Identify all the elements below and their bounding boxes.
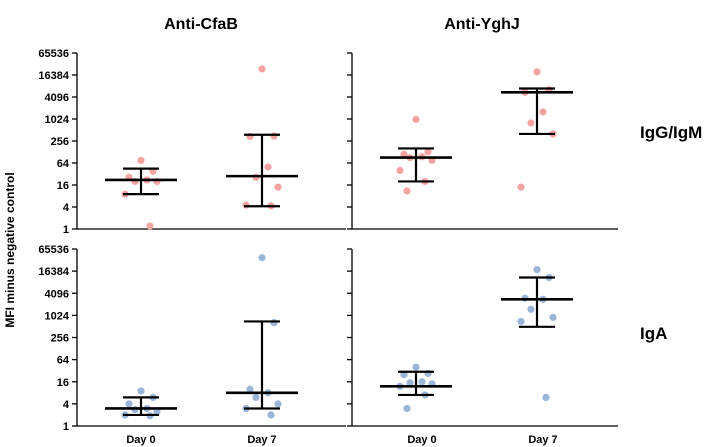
- data-point: [418, 378, 426, 386]
- data-point: [258, 254, 266, 262]
- panel-anti-yghj-iga: [347, 248, 618, 427]
- data-point: [146, 222, 154, 230]
- y-tick-label: 256: [51, 333, 69, 345]
- group-day-0: [105, 387, 177, 420]
- y-tick-label: 4: [63, 399, 70, 411]
- data-point: [533, 68, 541, 76]
- group-day-0: [380, 363, 452, 413]
- data-point: [527, 305, 535, 313]
- data-point: [406, 379, 414, 387]
- group-day-0: [105, 156, 177, 230]
- data-point: [549, 313, 557, 322]
- data-point: [267, 411, 275, 419]
- data-point: [400, 150, 408, 159]
- y-tick-label: 16: [57, 377, 69, 389]
- y-tick-label: 256: [51, 136, 69, 148]
- data-point: [533, 266, 541, 274]
- data-point: [264, 163, 272, 171]
- column-title-anti-cfab: Anti-CfaB: [164, 16, 238, 33]
- data-point: [252, 393, 260, 402]
- panels: 1 4 16 64 256 1024 4096 16384 65536 1 4 16 64 256 1024…: [38, 48, 618, 433]
- x-tick-label-day-0-left: Day 0: [126, 434, 155, 446]
- y-axis-title: MFI minus negative control: [3, 172, 17, 327]
- data-point: [270, 319, 278, 327]
- data-point: [412, 115, 420, 123]
- y-tick-label: 64: [57, 355, 70, 367]
- group-day-7: [226, 254, 298, 419]
- y-tick-label: 1024: [45, 114, 70, 126]
- data-point: [137, 156, 145, 165]
- group-day-0: [380, 115, 452, 195]
- data-point: [396, 166, 404, 175]
- data-point: [258, 65, 266, 73]
- y-tick-label: 65536: [38, 48, 69, 60]
- data-point: [517, 317, 525, 326]
- data-point: [274, 183, 282, 191]
- y-tick-label: 16384: [38, 266, 69, 278]
- data-point: [403, 187, 411, 195]
- panel-anti-cfab-igg-igm: 1 4 16 64 256 1024 4096 16384 65536: [38, 48, 346, 236]
- data-point: [542, 393, 550, 402]
- panel-anti-yghj-igg-igm: [347, 52, 618, 230]
- x-tick-label-day-7-left: Day 7: [247, 434, 276, 446]
- data-point: [246, 385, 254, 393]
- data-point: [274, 400, 282, 408]
- data-point: [125, 400, 133, 408]
- data-point: [400, 371, 408, 379]
- y-tick-label: 65536: [38, 244, 69, 256]
- y-tick-label: 64: [57, 158, 70, 170]
- data-point: [424, 148, 432, 156]
- data-point: [527, 119, 535, 127]
- y-tick-label: 4096: [45, 92, 69, 104]
- panel-anti-cfab-iga: 1 4 16 64 256 1024 4096 16384 65536: [38, 244, 346, 433]
- row-title-iga: IgA: [640, 324, 667, 343]
- y-tick-label: 1: [63, 224, 69, 236]
- x-tick-label-day-7-right: Day 7: [528, 434, 557, 446]
- data-point: [517, 183, 525, 191]
- y-tick-label: 16: [57, 180, 69, 192]
- row-title-igg-igm: IgG/IgM: [640, 123, 702, 142]
- data-point: [403, 404, 411, 413]
- y-tick-label: 4096: [45, 288, 69, 300]
- data-point: [137, 387, 145, 395]
- x-tick-label-day-0-right: Day 0: [407, 434, 436, 446]
- group-day-7: [501, 266, 573, 402]
- y-tick-label: 16384: [38, 70, 69, 82]
- data-point: [539, 108, 547, 116]
- y-tick-label: 1: [63, 421, 69, 433]
- column-title-anti-yghj: Anti-YghJ: [444, 16, 520, 33]
- group-day-7: [226, 65, 298, 210]
- group-day-7: [501, 68, 573, 191]
- y-tick-label: 1024: [45, 310, 70, 322]
- data-point: [270, 132, 278, 140]
- data-point: [412, 363, 420, 371]
- y-tick-label: 4: [63, 202, 70, 214]
